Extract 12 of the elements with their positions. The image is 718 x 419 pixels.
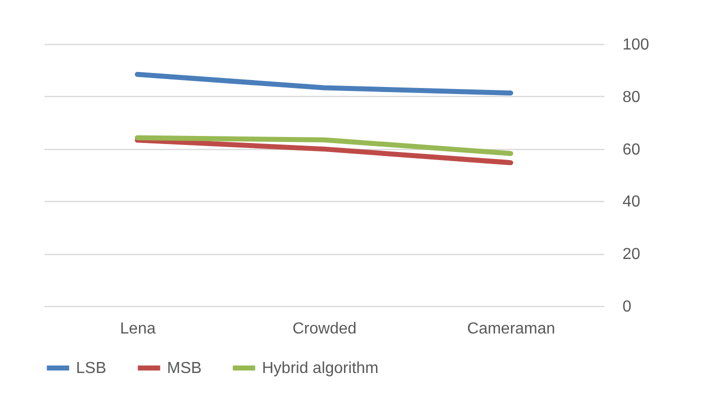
y-tick-label: 60 [622,141,640,158]
legend-label: LSB [76,360,106,377]
y-tick-label: 80 [622,88,640,106]
x-tick-label: Lena [120,320,156,338]
y-tick-label: 40 [622,194,640,211]
y-tick-label: 20 [622,246,640,264]
y-tick-label: 0 [622,298,632,316]
legend-label: MSB [167,360,202,377]
y-tick-label: 100 [622,36,650,54]
x-tick-label: Cameraman [467,320,556,338]
legend-label: Hybrid algorithm [262,360,378,377]
x-tick-label: Crowded [292,320,357,338]
